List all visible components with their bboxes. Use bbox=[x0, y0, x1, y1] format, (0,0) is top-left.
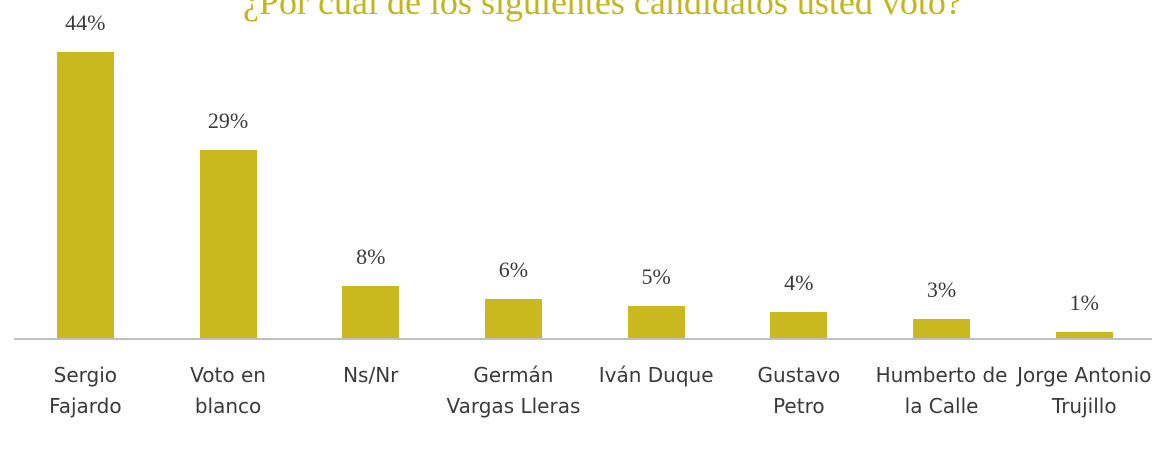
x-tick-label: Gustavo Petro bbox=[757, 363, 841, 418]
bar bbox=[342, 286, 400, 338]
data-label: 4% bbox=[784, 270, 814, 295]
data-label: 44% bbox=[65, 10, 106, 35]
bar bbox=[770, 312, 828, 338]
bar bbox=[627, 305, 685, 338]
x-tick-label: Voto en blanco bbox=[190, 363, 266, 418]
x-tick-label: Ns/Nr bbox=[343, 363, 399, 387]
data-label: 1% bbox=[1069, 289, 1099, 315]
data-label: 6% bbox=[498, 257, 529, 282]
bar bbox=[913, 318, 971, 338]
bar bbox=[484, 299, 542, 338]
x-tick-label: Germán Vargas Lleras bbox=[446, 363, 581, 418]
data-label: 5% bbox=[641, 263, 671, 289]
chart-title: ¿Por cuál de los siguientes candidatos u… bbox=[243, 0, 962, 22]
x-tick-label: Sergio Fajardo bbox=[49, 363, 122, 418]
bar bbox=[56, 52, 114, 338]
data-label: 29% bbox=[207, 107, 249, 133]
x-tick-label: Jorge Antonio Trujillo bbox=[1017, 363, 1152, 418]
data-label: 3% bbox=[926, 276, 957, 302]
x-tick-label: Humberto de la Calle bbox=[875, 363, 1008, 418]
data-label: 8% bbox=[356, 244, 386, 269]
x-tick-label: Iván Duque bbox=[598, 363, 714, 387]
bar bbox=[199, 149, 257, 338]
bar bbox=[1055, 331, 1113, 338]
baseline bbox=[14, 338, 1152, 340]
